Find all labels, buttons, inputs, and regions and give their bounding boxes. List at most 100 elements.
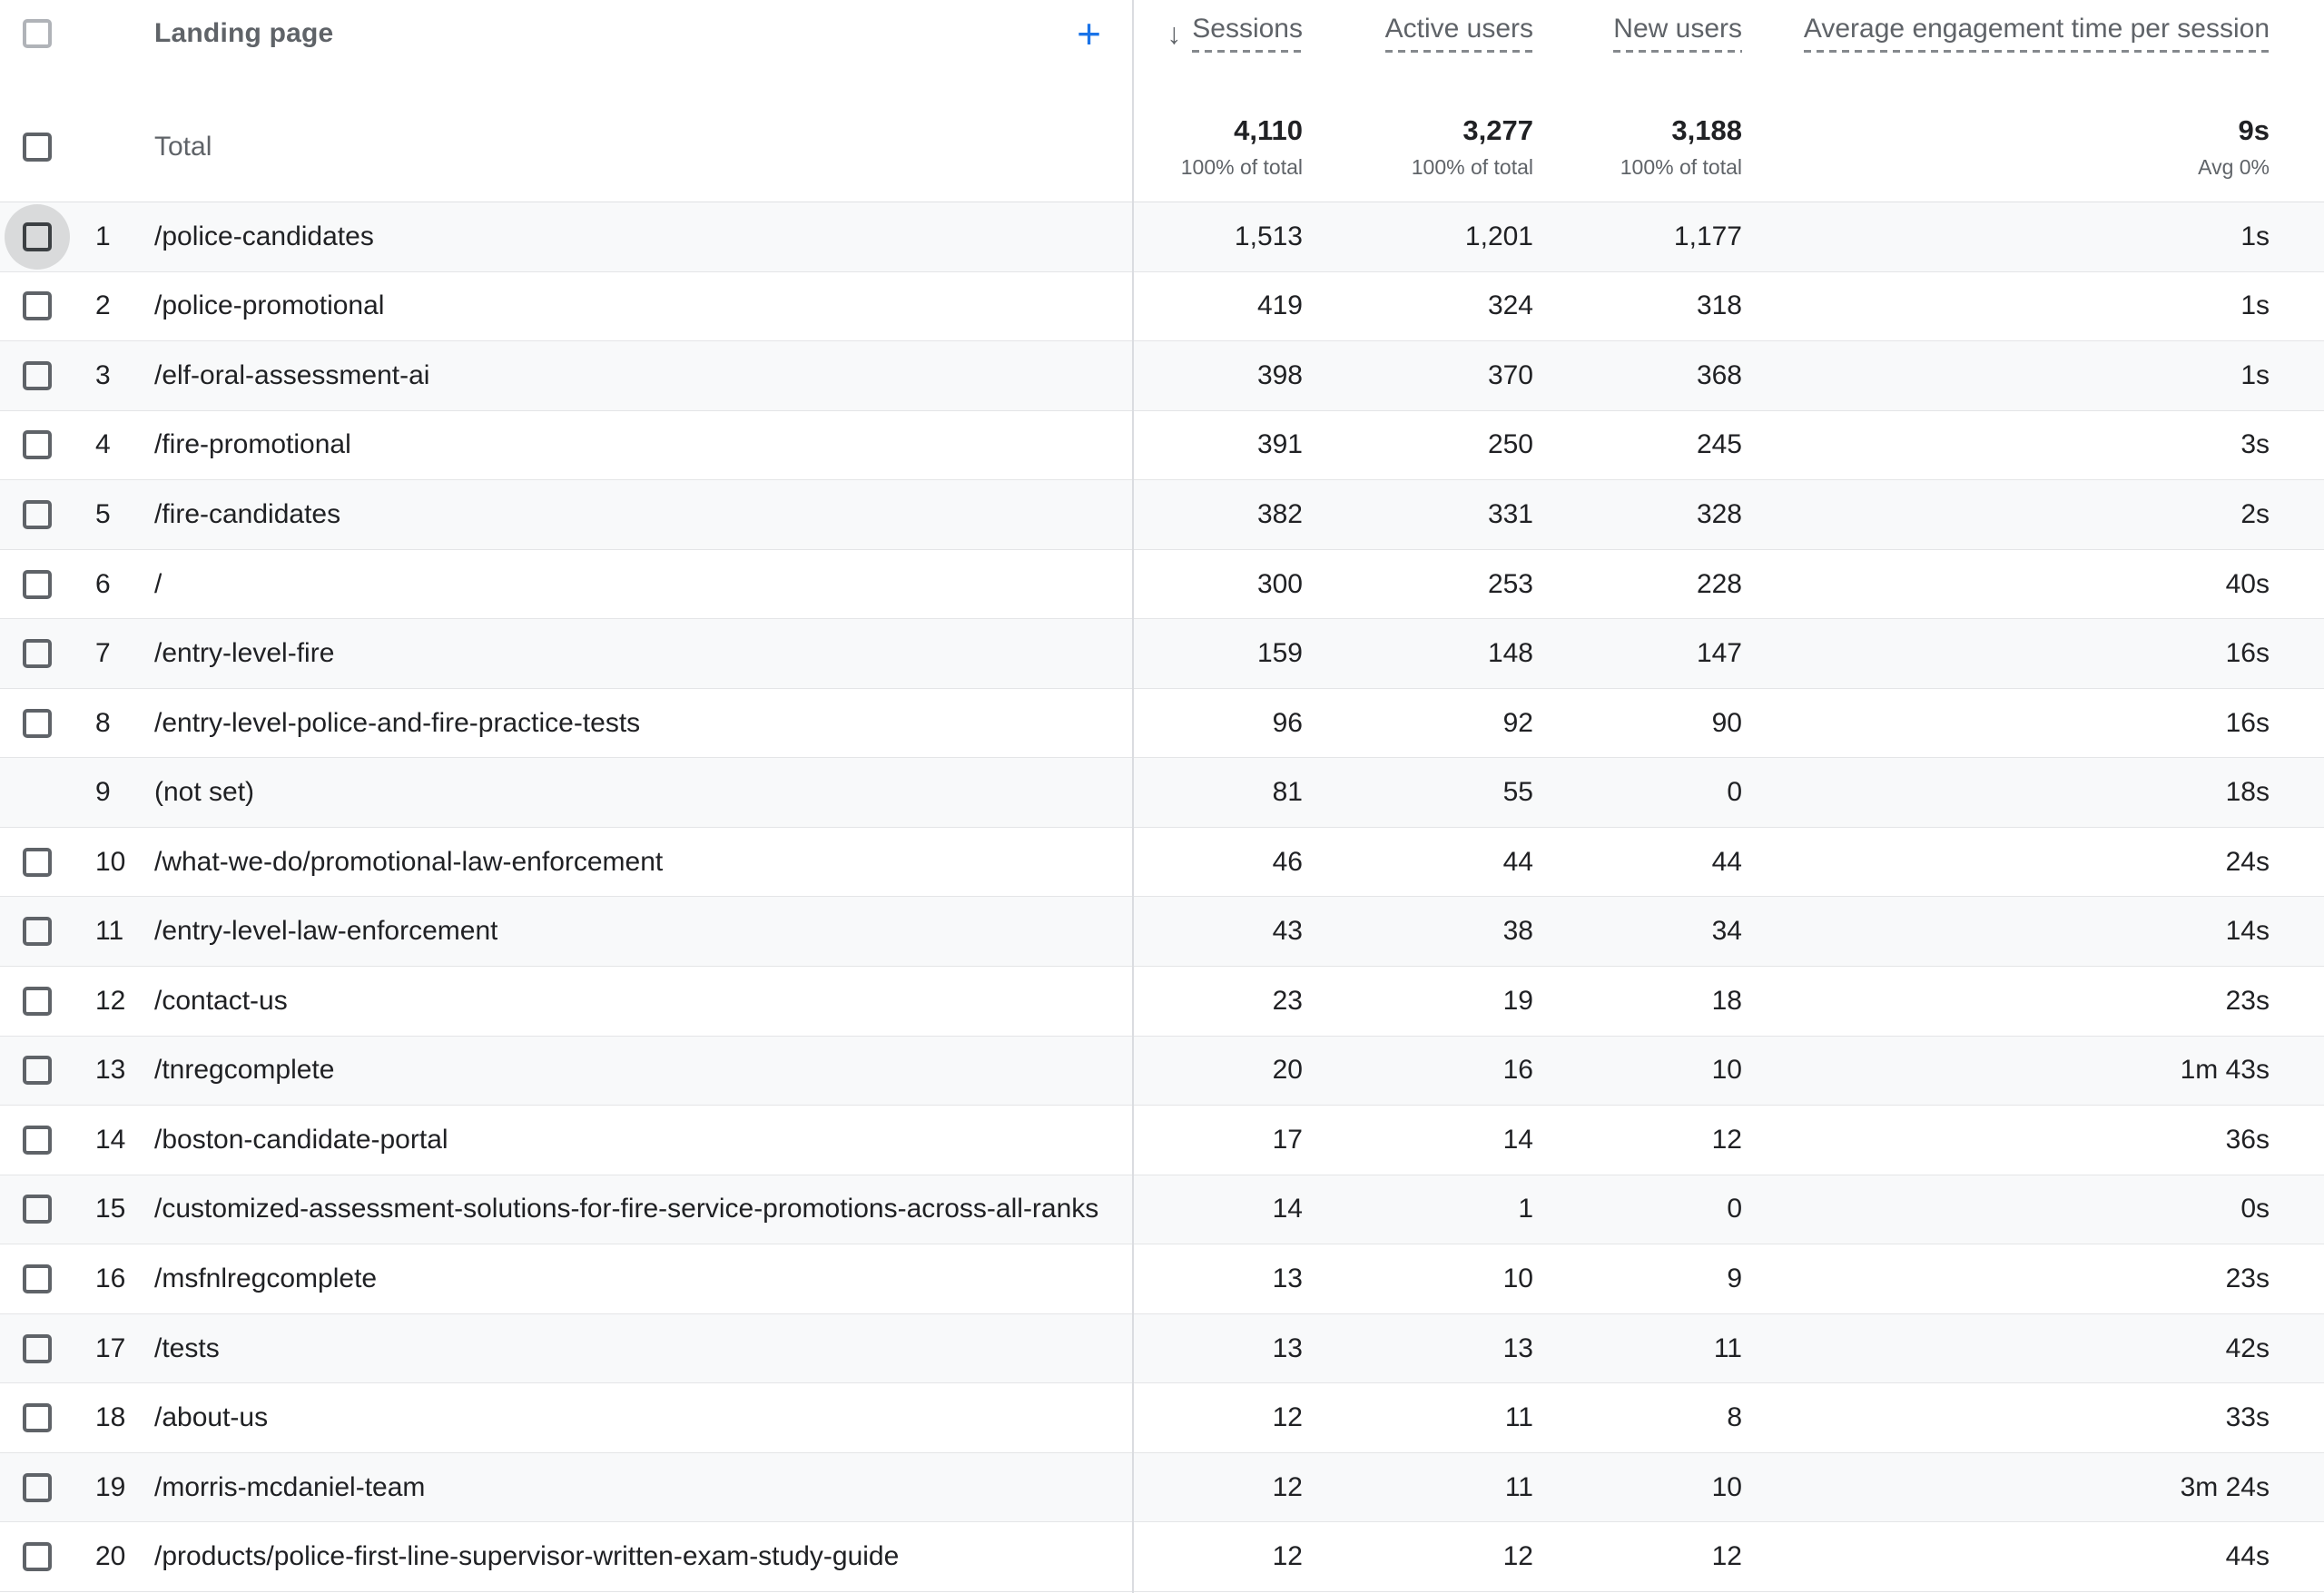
- table-row[interactable]: 9 (not set) 81 55 0 18s: [0, 758, 2324, 828]
- row-rank: 19: [95, 1471, 126, 1502]
- row-sessions-value: 300: [1256, 568, 1303, 599]
- table-row[interactable]: 17 /tests 13 13 11 42s: [0, 1313, 2324, 1384]
- row-sessions-value: 14: [1272, 1194, 1303, 1224]
- row-active-users-value: 324: [1487, 290, 1533, 321]
- total-active-users-share: 100% of total: [1411, 154, 1533, 179]
- table-row[interactable]: 2 /police-promotional 419 324 318 1s: [0, 271, 2324, 342]
- total-active-users-value: 3,277: [1462, 113, 1533, 146]
- table-row[interactable]: 3 /elf-oral-assessment-ai 398 370 368 1s: [0, 341, 2324, 411]
- row-avg-engagement-value: 42s: [2225, 1332, 2270, 1363]
- row-rank: 15: [95, 1194, 126, 1224]
- table-row[interactable]: 6 / 300 253 228 40s: [0, 549, 2324, 620]
- landing-page-path: /police-candidates: [154, 221, 374, 251]
- row-checkbox[interactable]: [23, 569, 52, 599]
- add-column-plus-icon[interactable]: +: [1077, 9, 1101, 57]
- row-checkbox[interactable]: [23, 986, 52, 1016]
- landing-page-path: /morris-mcdaniel-team: [154, 1471, 426, 1502]
- total-new-users-share: 100% of total: [1620, 154, 1742, 179]
- table-row[interactable]: 20 /products/police-first-line-superviso…: [0, 1522, 2324, 1592]
- row-avg-engagement-value: 14s: [2225, 916, 2270, 947]
- row-sessions-value: 12: [1272, 1541, 1303, 1572]
- row-sessions-value: 391: [1256, 429, 1303, 460]
- table-body: 1 /police-candidates 1,513 1,201 1,177 1…: [0, 202, 2324, 1592]
- table-row[interactable]: 5 /fire-candidates 382 331 328 2s: [0, 480, 2324, 550]
- row-checkbox[interactable]: [23, 1333, 52, 1363]
- row-checkbox[interactable]: [23, 1195, 52, 1224]
- landing-page-path: /contact-us: [154, 985, 288, 1016]
- column-header-active-users[interactable]: Active users: [1384, 13, 1533, 54]
- row-sessions-value: 419: [1256, 290, 1303, 321]
- row-rank: 20: [95, 1541, 126, 1572]
- table-row[interactable]: 1 /police-candidates 1,513 1,201 1,177 1…: [0, 202, 2324, 272]
- checkbox-ripple: [5, 203, 70, 270]
- sort-descending-icon[interactable]: ↓: [1167, 16, 1182, 50]
- row-avg-engagement-value: 33s: [2225, 1402, 2270, 1433]
- table-row[interactable]: 8 /entry-level-police-and-fire-practice-…: [0, 688, 2324, 759]
- row-avg-engagement-value: 24s: [2225, 846, 2270, 877]
- landing-page-path: /tnregcomplete: [154, 1055, 335, 1086]
- row-checkbox[interactable]: [23, 221, 52, 251]
- row-checkbox[interactable]: [23, 1056, 52, 1086]
- totals-checkbox[interactable]: [23, 132, 52, 162]
- row-checkbox[interactable]: [23, 499, 52, 529]
- column-header-avg-engagement-time[interactable]: Average engagement time per session: [1803, 13, 2270, 54]
- row-sessions-value: 12: [1272, 1402, 1303, 1433]
- row-checkbox[interactable]: [23, 1264, 52, 1293]
- row-sessions-value: 23: [1272, 985, 1303, 1016]
- row-checkbox[interactable]: [23, 430, 52, 460]
- row-avg-engagement-value: 23s: [2225, 985, 2270, 1016]
- row-new-users-value: 147: [1696, 638, 1742, 669]
- row-sessions-value: 43: [1272, 916, 1303, 947]
- row-checkbox[interactable]: [23, 1542, 52, 1572]
- row-new-users-value: 245: [1696, 429, 1742, 460]
- table-row[interactable]: 19 /morris-mcdaniel-team 12 11 10 3m 24s: [0, 1452, 2324, 1523]
- row-checkbox[interactable]: [23, 847, 52, 877]
- column-header-sessions[interactable]: Sessions: [1192, 13, 1303, 54]
- row-active-users-value: 19: [1502, 985, 1533, 1016]
- row-checkbox[interactable]: [23, 291, 52, 321]
- row-avg-engagement-value: 16s: [2225, 638, 2270, 669]
- row-avg-engagement-value: 23s: [2225, 1263, 2270, 1293]
- row-active-users-value: 1,201: [1464, 221, 1533, 251]
- row-rank: 5: [95, 498, 111, 529]
- row-checkbox[interactable]: [23, 360, 52, 390]
- landing-page-path: /entry-level-law-enforcement: [154, 916, 498, 947]
- row-active-users-value: 14: [1502, 1124, 1533, 1155]
- row-checkbox[interactable]: [23, 1125, 52, 1155]
- landing-page-path: /elf-oral-assessment-ai: [154, 359, 430, 390]
- dimension-column-header[interactable]: Landing page: [154, 17, 334, 48]
- row-active-users-value: 44: [1502, 846, 1533, 877]
- row-new-users-value: 318: [1696, 290, 1742, 321]
- landing-page-path: /products/police-first-line-supervisor-w…: [154, 1541, 900, 1572]
- row-checkbox[interactable]: [23, 1472, 52, 1502]
- row-checkbox[interactable]: [23, 708, 52, 738]
- select-all-checkbox[interactable]: [23, 18, 52, 48]
- table-row[interactable]: 7 /entry-level-fire 159 148 147 16s: [0, 619, 2324, 689]
- landing-page-path: /customized-assessment-solutions-for-fir…: [154, 1194, 1099, 1224]
- table-row[interactable]: 16 /msfnlregcomplete 13 10 9 23s: [0, 1244, 2324, 1314]
- row-active-users-value: 250: [1487, 429, 1533, 460]
- table-row[interactable]: 4 /fire-promotional 391 250 245 3s: [0, 410, 2324, 481]
- table-row[interactable]: 13 /tnregcomplete 20 16 10 1m 43s: [0, 1036, 2324, 1106]
- row-rank: 13: [95, 1055, 126, 1086]
- total-new-users-value: 3,188: [1671, 113, 1742, 146]
- row-checkbox[interactable]: [23, 639, 52, 669]
- table-row[interactable]: 15 /customized-assessment-solutions-for-…: [0, 1175, 2324, 1245]
- row-rank: 16: [95, 1263, 126, 1293]
- row-checkbox[interactable]: [23, 1403, 52, 1433]
- row-active-users-value: 148: [1487, 638, 1533, 669]
- row-rank: 2: [95, 290, 111, 321]
- column-header-new-users[interactable]: New users: [1613, 13, 1742, 54]
- table-row[interactable]: 18 /about-us 12 11 8 33s: [0, 1383, 2324, 1453]
- row-active-users-value: 92: [1502, 707, 1533, 738]
- landing-page-path: /what-we-do/promotional-law-enforcement: [154, 846, 664, 877]
- table-row[interactable]: 12 /contact-us 23 19 18 23s: [0, 967, 2324, 1037]
- row-avg-engagement-value: 16s: [2225, 707, 2270, 738]
- table-row[interactable]: 11 /entry-level-law-enforcement 43 38 34…: [0, 897, 2324, 968]
- row-new-users-value: 8: [1727, 1402, 1742, 1433]
- row-sessions-value: 46: [1272, 846, 1303, 877]
- row-checkbox[interactable]: [23, 917, 52, 947]
- table-row[interactable]: 14 /boston-candidate-portal 17 14 12 36s: [0, 1106, 2324, 1175]
- table-row[interactable]: 10 /what-we-do/promotional-law-enforceme…: [0, 827, 2324, 898]
